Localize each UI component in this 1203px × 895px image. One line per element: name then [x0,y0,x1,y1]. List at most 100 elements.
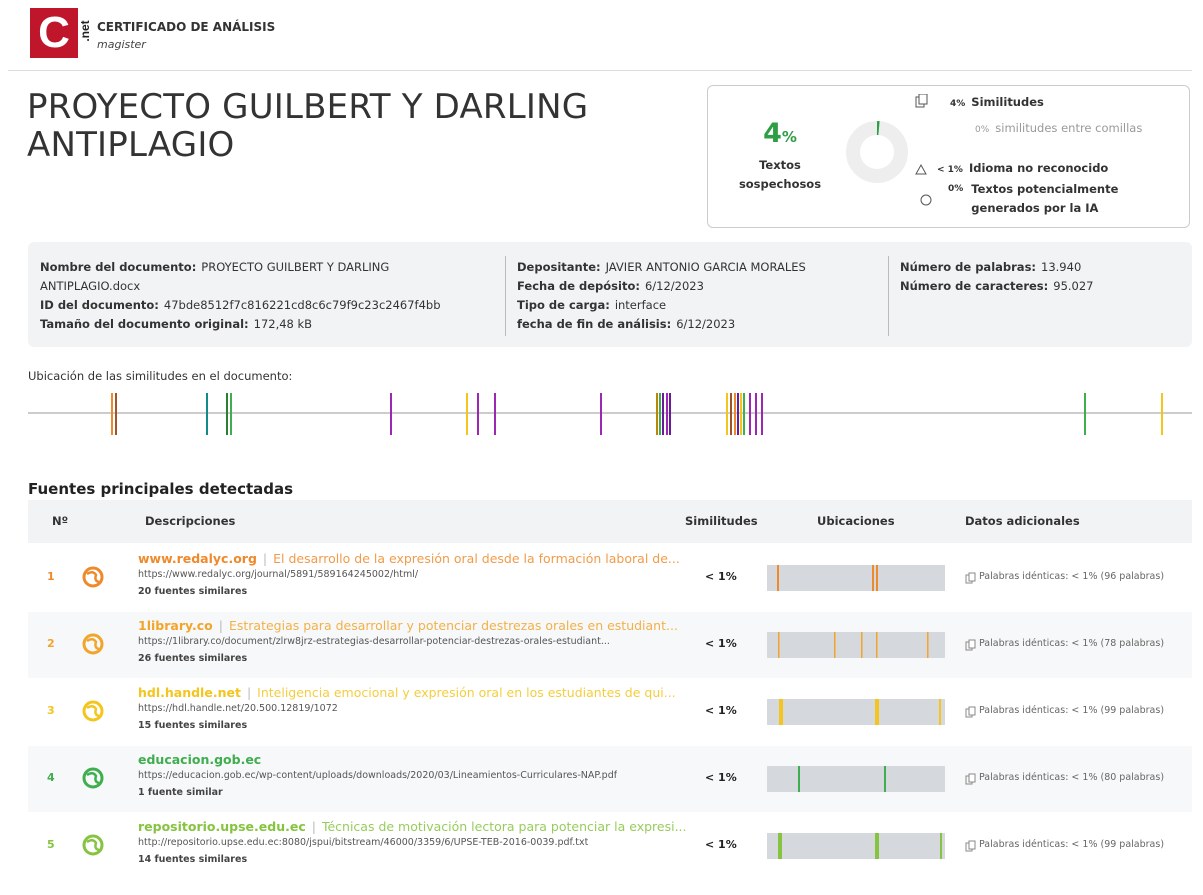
copy-icon [965,706,976,718]
source-row: 4 educacion.gob.ec https://educacion.gob.e… [28,746,1192,812]
separator: | [246,685,252,700]
source-domain: educacion.gob.ec [138,752,262,767]
similar-count: 1 fuente similar [138,787,223,798]
source-domain: www.redalyc.org [138,551,257,566]
bar-tick [876,565,878,591]
info-line: Fecha de depósito: 6/12/2023 [517,277,877,296]
info-line: Número de caracteres: 95.027 [900,277,1180,296]
similarity: < 1% [705,570,737,583]
info-line: Nombre del documento: PROYECTO GUILBERT Y… [40,258,490,296]
row-number: 2 [47,637,55,650]
summary-box [707,85,1190,228]
source-icon [82,633,104,655]
title-line: PROYECTO GUILBERT Y DARLING [27,87,589,127]
icon-globe [86,571,100,584]
item-value: 0% [975,125,990,135]
bar-background [767,833,945,859]
bar-background [767,632,945,658]
info-value: JAVIER ANTONIO GARCIA MORALES [605,260,806,274]
bar-tick [872,565,874,591]
locations-label: Ubicación de las similitudes en el docum… [28,369,293,383]
similarity: < 1% [705,704,737,717]
bar-tick [927,632,929,658]
info-label: Número de palabras: [900,260,1037,274]
source-url: https://hdl.handle.net/20.500.12819/1072 [138,703,338,714]
document-title: PROYECTO GUILBERT Y DARLING ANTIPLAGIO [27,88,588,164]
info-value: 6/12/2023 [644,279,704,293]
table-header [28,500,1192,543]
column-header: Datos adicionales [965,514,1080,528]
sources-title: Fuentes principales detectadas [28,480,294,498]
icon-circle [82,767,104,789]
bar-tick [777,565,779,591]
info-line: Tamaño del documento original: 172,48 kB [40,315,490,334]
similar-count: 15 fuentes similares [138,720,248,731]
source-icon [82,566,104,588]
bar-tick [884,766,886,792]
separator: | [311,819,316,834]
copy-front [968,572,976,582]
source-icon [82,834,104,856]
icon-globe [86,705,100,718]
source-icon [82,767,104,789]
extra-data: Palabras idénticas: < 1% (96 palabras) [979,571,1165,582]
separator: | [218,618,223,633]
logo-suffix: .net [78,20,92,42]
summary-label: Textos sospechosos [738,158,822,191]
bar-background [767,565,945,591]
source-row: 5 repositorio.upse.edu.ec | Técnicas de mot… [28,813,1192,879]
info-value: 47bde8512f7c816221cd8c6c79f9c23c2467f4bb [163,298,441,312]
locations-bar [28,393,1192,435]
bar-tick [778,833,782,859]
location-bar [767,565,945,591]
source-title: Inteligencia emocional y expresión oral … [257,685,676,700]
icon-language [915,163,927,175]
icon-circle [82,566,104,588]
source-domain: hdl.handle.net [138,685,241,700]
location-bar [767,632,945,658]
summary-icons [915,94,932,206]
similar-count: 14 fuentes similares [138,854,248,865]
bar-tick [798,766,800,792]
copy-front [968,639,976,649]
summary-percent: 4% [730,118,830,149]
copy-front [968,840,976,850]
bar-tick [778,632,780,658]
summary-item: < 1% Idioma no reconocido [937,161,1108,175]
description-line: repositorio.upse.edu.ec | Técnicas de moti… [138,819,688,834]
icon-ai [920,194,932,206]
icon-globe [86,638,100,651]
summary-item: 0% similitudes entre comillas [975,119,1145,140]
description-line: educacion.gob.ec [138,752,688,767]
info-label: Nombre del documento: [40,260,197,274]
logo: C [30,8,78,58]
item-label: similitudes entre comillas [995,121,1143,135]
info-value: 95.027 [1053,279,1094,293]
bar-tick [939,699,941,725]
info-label: Tipo de carga: [517,298,610,312]
percent-value: 4 [763,118,782,149]
info-line: Depositante: JAVIER ANTONIO GARCIA MORALE… [517,258,877,277]
header [8,4,1192,71]
icon-circle [82,700,104,722]
source-title: El desarrollo de la expresión oral desde… [273,551,680,566]
column-header: Ubicaciones [817,514,895,528]
column-header: Nº [52,514,69,528]
row-number: 1 [47,570,55,583]
description-line: 1library.co | Estrategias para desarrollar… [138,618,688,633]
title-line: ANTIPLAGIO [27,125,235,165]
row-number: 5 [47,838,55,851]
source-row: 2 1library.co | Estrategias para desarrolla… [28,612,1192,678]
info-column: Depositante: JAVIER ANTONIO GARCIA MORALE… [517,258,877,334]
item-value: 0% [948,184,964,194]
info-value: 13.940 [1041,260,1082,274]
info-column: Número de palabras: 13.940 Número de carac… [900,258,1180,296]
item-label: Similitudes [971,95,1044,109]
bar-tick [834,632,836,658]
similarity: < 1% [705,771,737,784]
source-domain: 1library.co [138,618,213,633]
info-value: 6/12/2023 [676,317,736,331]
bar-background [767,766,945,792]
row-number: 4 [47,771,55,784]
